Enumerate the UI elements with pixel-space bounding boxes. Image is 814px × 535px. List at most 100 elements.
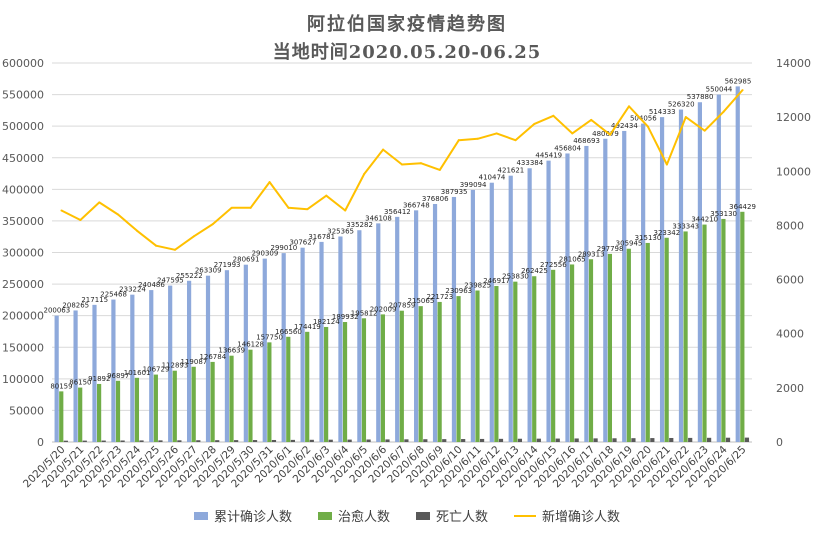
data-label-cumulative: 325365 <box>327 227 354 235</box>
legend-item-deaths: 死亡人数 <box>416 506 488 525</box>
data-label-recovered: 112893 <box>162 362 189 370</box>
bar-deaths <box>536 438 541 442</box>
point-new-cases <box>646 125 649 128</box>
legend-label-cumulative: 累计确诊人数 <box>213 510 292 525</box>
y-left-tick-label: 200000 <box>2 310 44 323</box>
bar-cumulative <box>432 203 438 442</box>
point-new-cases <box>495 132 498 135</box>
bar-recovered <box>437 301 442 442</box>
data-label-recovered: 106729 <box>143 366 170 374</box>
bar-recovered <box>342 322 348 442</box>
bar-deaths <box>461 439 466 442</box>
data-label-recovered: 119087 <box>181 358 208 366</box>
data-label-recovered: 262425 <box>521 267 548 275</box>
point-new-cases <box>136 229 139 232</box>
bar-recovered <box>588 259 594 442</box>
bar-cumulative <box>168 285 173 442</box>
bar-cumulative <box>149 290 154 442</box>
data-label-recovered: 80159 <box>50 382 72 390</box>
point-new-cases <box>344 209 347 212</box>
point-new-cases <box>230 206 233 209</box>
data-label-cumulative: 550044 <box>706 86 733 94</box>
bar-recovered <box>551 269 556 442</box>
bar-cumulative <box>489 182 494 442</box>
bar-cumulative <box>697 102 703 442</box>
bar-deaths <box>479 438 485 442</box>
y-left-tick-label: 550000 <box>2 89 44 102</box>
point-new-cases <box>79 219 82 222</box>
y-right-tick-label: 6000 <box>776 274 804 287</box>
legend-item-new: 新增确诊人数 <box>514 506 620 525</box>
bar-cumulative <box>659 117 665 443</box>
bar-recovered <box>607 253 613 442</box>
data-label-cumulative: 537880 <box>687 93 714 101</box>
bar-recovered <box>267 342 272 442</box>
legend-swatch-recovered <box>317 511 332 520</box>
data-label-cumulative: 356412 <box>384 208 411 216</box>
chart-title: 阿拉伯国家疫情趋势图 <box>307 14 507 35</box>
bar-recovered <box>134 377 140 442</box>
data-label-cumulative: 421621 <box>498 167 525 175</box>
bar-recovered <box>305 331 310 442</box>
data-label-cumulative: 217115 <box>81 296 108 304</box>
data-label-cumulative: 346108 <box>365 214 392 222</box>
legend-item-cumulative: 累计确诊人数 <box>193 506 292 525</box>
bar-recovered <box>399 310 404 442</box>
data-label-recovered: 215065 <box>408 297 435 305</box>
point-new-cases <box>628 105 631 108</box>
bar-cumulative <box>262 258 267 442</box>
data-label-cumulative: 410474 <box>479 174 506 182</box>
bar-cumulative <box>584 145 589 442</box>
data-label-cumulative: 247595 <box>157 277 184 285</box>
data-label-cumulative: 504056 <box>630 115 657 123</box>
point-new-cases <box>249 206 252 209</box>
bar-deaths <box>688 437 693 442</box>
y-left-tick-label: 250000 <box>2 278 44 291</box>
point-new-cases <box>363 172 366 175</box>
data-label-cumulative: 376806 <box>422 195 449 203</box>
data-label-cumulative: 514333 <box>649 108 676 116</box>
point-new-cases <box>155 244 158 247</box>
point-new-cases <box>552 114 555 117</box>
bar-cumulative <box>357 230 362 442</box>
bar-cumulative <box>451 196 457 442</box>
chart-legend: 累计确诊人数 治愈人数 死亡人数 新增确诊人数 <box>0 506 814 525</box>
data-label-cumulative: 263309 <box>195 267 222 275</box>
point-new-cases <box>571 132 574 135</box>
bar-cumulative <box>414 210 419 442</box>
point-new-cases <box>419 162 422 165</box>
bar-deaths <box>252 440 258 442</box>
bar-deaths <box>139 440 144 442</box>
bar-recovered <box>172 370 177 442</box>
data-label-recovered: 364429 <box>729 203 756 211</box>
bar-cumulative <box>281 253 286 442</box>
y-left-tick-label: 100000 <box>2 373 44 386</box>
bar-deaths <box>63 440 68 442</box>
bar-deaths <box>442 439 447 442</box>
bar-recovered <box>361 318 367 442</box>
data-label-cumulative: 492434 <box>611 122 638 130</box>
bar-cumulative <box>470 189 475 442</box>
y-left-tick-label: 150000 <box>2 341 44 354</box>
bar-deaths <box>309 439 314 442</box>
bar-cumulative <box>565 153 570 442</box>
point-new-cases <box>325 194 328 197</box>
data-label-cumulative: 299010 <box>271 244 298 252</box>
bar-deaths <box>82 440 87 442</box>
data-label-cumulative: 200063 <box>43 307 70 315</box>
bar-cumulative <box>603 138 608 442</box>
bar-recovered <box>532 276 537 442</box>
data-label-cumulative: 445419 <box>535 152 562 160</box>
bar-deaths <box>385 439 390 442</box>
point-new-cases <box>684 116 687 119</box>
bar-recovered <box>248 349 253 442</box>
bar-deaths <box>158 440 163 442</box>
bar-deaths <box>650 438 655 442</box>
data-label-cumulative: 456804 <box>554 144 581 152</box>
bar-recovered <box>59 391 64 442</box>
point-new-cases <box>268 181 271 184</box>
bar-deaths <box>707 437 712 442</box>
data-label-cumulative: 271993 <box>214 261 241 269</box>
